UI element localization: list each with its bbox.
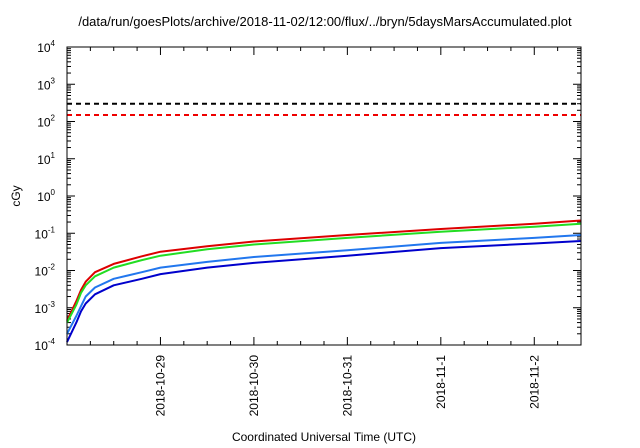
y-tick-label: 10-2 — [35, 263, 56, 279]
series-line — [66, 234, 582, 335]
x-tick-label: 2018-11-2 — [527, 355, 541, 409]
reference-lines — [67, 102, 581, 116]
y-axis-ticks: 10-4 10-3 10-2 10-1 100 101 102 103 104 — [35, 39, 581, 353]
series-line — [66, 240, 582, 343]
y-tick-label: 10-1 — [35, 225, 56, 241]
x-axis-ticks: 2018-10-29 2018-10-30 2018-10-31 2018-11-1 2… — [89, 47, 559, 417]
chart-title: /data/run/goesPlots/archive/2018-11-02/1… — [78, 14, 572, 29]
y-tick-label: 100 — [37, 188, 55, 204]
y-tick-label: 101 — [37, 151, 55, 167]
y-tick-label: 103 — [37, 76, 55, 92]
data-series — [66, 219, 582, 343]
series-line — [66, 219, 582, 322]
y-tick-label: 10-3 — [35, 300, 56, 316]
x-tick-label: 2018-10-31 — [340, 355, 354, 417]
y-axis-label: cGy — [9, 185, 23, 206]
x-axis-label: Coordinated Universal Time (UTC) — [232, 430, 416, 444]
plot-frame — [66, 46, 582, 346]
x-tick-label: 2018-10-30 — [247, 355, 261, 417]
series-line — [66, 222, 582, 324]
y-tick-label: 10-4 — [35, 337, 56, 353]
y-tick-label: 102 — [37, 114, 55, 130]
x-tick-label: 2018-10-29 — [153, 355, 167, 417]
y-tick-label: 104 — [37, 39, 55, 55]
x-tick-label: 2018-11-1 — [434, 355, 448, 409]
